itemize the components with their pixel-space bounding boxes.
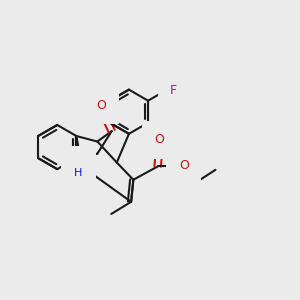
Text: O: O xyxy=(96,99,106,112)
Text: O: O xyxy=(154,133,164,146)
Text: O: O xyxy=(179,159,189,172)
Text: N: N xyxy=(74,159,83,172)
Text: F: F xyxy=(170,84,177,97)
Text: H: H xyxy=(74,168,82,178)
